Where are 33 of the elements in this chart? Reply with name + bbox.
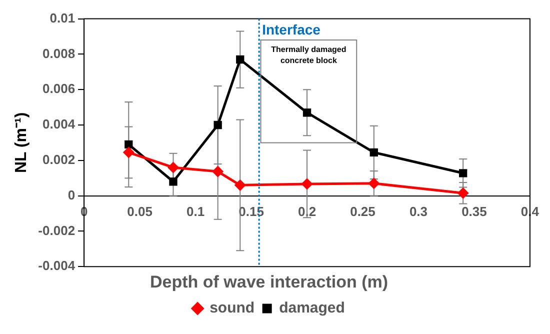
point xyxy=(368,178,380,189)
y-tick-label: 0.008 xyxy=(42,46,76,61)
x-tick-label: 0.1 xyxy=(186,204,205,220)
point xyxy=(459,169,468,178)
y-tick-label: -0.002 xyxy=(38,222,76,238)
y-tick-label: 0.006 xyxy=(42,81,76,96)
y-axis-title: NL (m⁻¹) xyxy=(13,112,30,174)
y-tick-label: 0 xyxy=(68,187,76,202)
point xyxy=(214,120,222,130)
point xyxy=(123,147,134,158)
x-tick-label: 0.35 xyxy=(462,204,487,220)
ref-line-label: Interface xyxy=(262,22,321,38)
y-tick-label: 0.002 xyxy=(42,152,76,167)
point xyxy=(168,162,178,173)
point xyxy=(302,178,312,190)
point xyxy=(458,188,468,198)
x-tick-label: 0.25 xyxy=(350,204,376,220)
x-tick-label: 0.05 xyxy=(127,204,152,220)
point xyxy=(236,55,244,64)
point xyxy=(169,178,178,186)
x-axis-title: Depth of wave interaction (m) xyxy=(150,272,388,292)
legend-label: sound xyxy=(210,300,255,317)
point xyxy=(302,108,312,117)
legend-label: damaged xyxy=(279,300,345,317)
y-tick-label: 0.004 xyxy=(42,116,76,132)
point xyxy=(234,180,246,190)
x-tick-label: 0.3 xyxy=(409,204,428,220)
y-tick-label: -0.004 xyxy=(38,258,76,274)
point xyxy=(124,140,133,149)
y-tick-label: 0.01 xyxy=(50,10,76,26)
point xyxy=(370,148,378,157)
annotation: Thermally damaged concrete block xyxy=(271,45,346,66)
point xyxy=(212,166,224,177)
